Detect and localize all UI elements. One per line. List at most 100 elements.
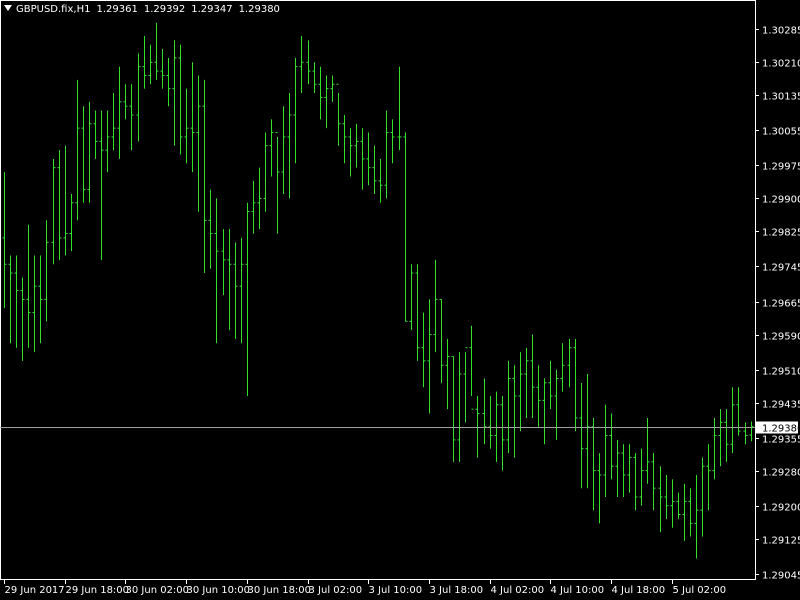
- ohlc-bar: [633, 453, 638, 511]
- ohlc-bar: [548, 360, 553, 410]
- ohlc-bar: [269, 119, 274, 177]
- ohlc-bar: [136, 53, 141, 142]
- ohlc-bar: [621, 444, 626, 497]
- ohlc-bar: [579, 382, 584, 489]
- ohlc-bar: [293, 57, 298, 164]
- ohlc-bar: [730, 387, 735, 454]
- ohlc-bar: [142, 35, 147, 89]
- ohlc-bar: [360, 128, 365, 190]
- ohlc-bar: [312, 62, 317, 94]
- timeframe-label: H1: [76, 4, 91, 15]
- ohlc-bar: [524, 347, 529, 418]
- ohlc-bar: [299, 35, 304, 94]
- current-price-marker: 1.29380: [0, 421, 800, 435]
- ohlc-bar: [384, 110, 389, 199]
- ohlc-bar: [469, 325, 474, 410]
- ohlc-bar: [433, 259, 438, 353]
- price-tick-label: 1.29825: [762, 228, 800, 239]
- ohlc-bar: [129, 84, 134, 151]
- time-tick-label: 4 Jul 02:00: [491, 585, 545, 596]
- open-value: 1.29361: [96, 4, 138, 15]
- ohlc-bar: [342, 114, 347, 164]
- ohlc-bar: [645, 417, 650, 484]
- ohlc-bar: [627, 444, 632, 493]
- dropdown-triangle-icon[interactable]: [4, 5, 12, 11]
- ohlc-bar: [378, 158, 383, 203]
- chart-header: GBPUSD.fix,H1 1.29361 1.29392 1.29347 1.2938…: [4, 3, 280, 16]
- ohlc-bar: [403, 132, 408, 322]
- price-tick-label: 1.29590: [762, 332, 800, 343]
- ohlc-bar: [482, 378, 487, 445]
- ohlc-bar: [372, 145, 377, 195]
- ohlc-bar: [93, 110, 98, 159]
- ohlc-bar: [123, 84, 128, 120]
- ohlc-bar: [749, 421, 754, 442]
- ohlc-bar: [615, 439, 620, 497]
- ohlc-bar: [178, 44, 183, 155]
- ohlc-bar: [44, 220, 49, 322]
- ohlc-bar: [560, 343, 565, 392]
- ohlc-bar: [239, 237, 244, 344]
- ohlc-bar: [63, 145, 68, 256]
- ohlc-bar: [712, 417, 717, 480]
- ohlc-bar: [457, 352, 462, 462]
- ohlc-bar: [718, 409, 723, 467]
- ohlc-bar: [251, 180, 256, 234]
- ohlc-bar: [603, 404, 608, 497]
- ohlc-bar: [743, 422, 748, 445]
- ohlc-bar: [536, 365, 541, 427]
- price-tick-label: 1.29665: [762, 299, 800, 310]
- ohlc-bar: [682, 483, 687, 541]
- ohlc-bar: [639, 448, 644, 506]
- ohlc-bar: [69, 194, 74, 252]
- ohlc-bar: [585, 374, 590, 489]
- time-tick-label: 3 Jul 18:00: [430, 585, 484, 596]
- ohlc-bar: [257, 167, 262, 230]
- ohlc-bar: [451, 355, 456, 462]
- ohlc-bar: [208, 189, 213, 269]
- price-tick-label: 1.29510: [762, 367, 800, 378]
- ohlc-bar: [8, 255, 13, 344]
- price-tick-label: 1.29355: [762, 435, 800, 446]
- price-tick-label: 1.29900: [762, 195, 800, 206]
- ohlc-bar: [148, 44, 153, 85]
- ohlc-bar: [227, 229, 232, 331]
- ohlc-bar: [2, 172, 7, 309]
- ohlc-bar: [676, 492, 681, 519]
- price-tick-label: 1.30135: [762, 92, 800, 103]
- ohlc-bar: [694, 475, 699, 559]
- price-axis: 1.30285 1.30210 1.30135 1.30055 1.29975 1.299…: [755, 26, 800, 582]
- ohlc-bar: [38, 255, 43, 344]
- price-tick-label: 1.29745: [762, 263, 800, 274]
- ohlc-bar: [518, 352, 523, 432]
- ohlc-bar: [706, 444, 711, 511]
- time-tick-label: 29 Jun 18:00: [66, 585, 130, 596]
- time-tick-label: 4 Jul 18:00: [612, 585, 666, 596]
- time-tick-label: 3 Jul 02:00: [309, 585, 363, 596]
- ohlc-bar: [26, 224, 31, 348]
- ohlc-bar: [736, 387, 741, 436]
- ohlc-bar: [542, 378, 547, 445]
- ohlc-bar: [500, 395, 505, 471]
- ohlc-bar: [196, 75, 201, 212]
- ohlc-bar: [263, 132, 268, 212]
- ohlc-bar: [287, 93, 292, 199]
- ohlc-bar: [397, 66, 402, 151]
- ohlc-bar: [415, 264, 420, 361]
- high-value: 1.29392: [143, 4, 186, 15]
- ohlc-bar: [75, 79, 80, 221]
- price-tick-label: 1.29200: [762, 503, 800, 514]
- price-tick-label: 1.29125: [762, 536, 800, 547]
- ohlc-bar: [184, 88, 189, 164]
- ohlc-bar: [57, 150, 62, 260]
- ohlc-bar: [554, 369, 559, 440]
- price-tick-label: 1.29280: [762, 468, 800, 479]
- ohlc-bar: [494, 391, 499, 462]
- chart-frame: [0, 0, 756, 580]
- ohlc-bar: [688, 488, 693, 537]
- ohlc-bar: [245, 202, 250, 396]
- ohlc-bars: [2, 22, 754, 559]
- ohlc-bar: [221, 229, 226, 295]
